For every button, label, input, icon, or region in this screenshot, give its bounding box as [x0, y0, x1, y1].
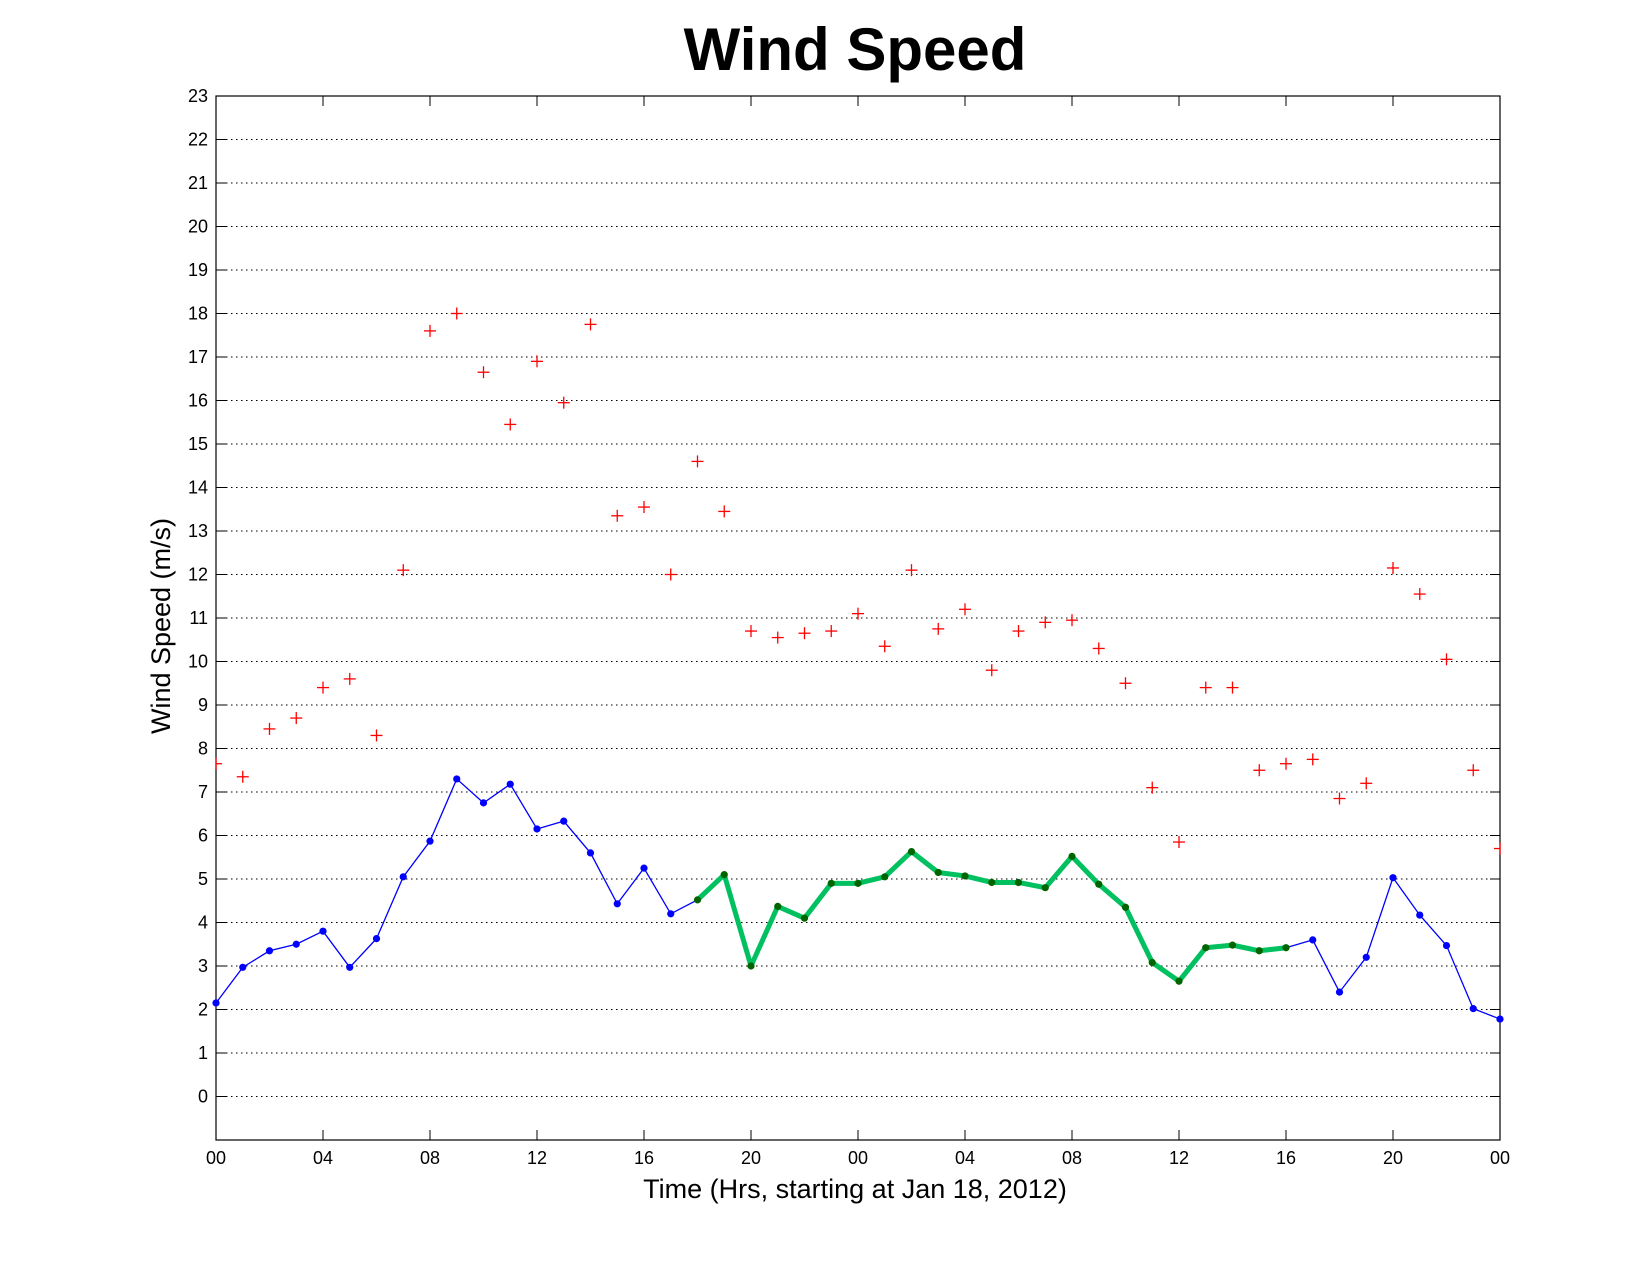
data-point-highlight: [988, 878, 996, 887]
data-point-highlight: [1014, 878, 1023, 887]
y-tick-label: 19: [188, 260, 208, 280]
data-point: [212, 999, 220, 1007]
y-tick-label: 5: [198, 869, 208, 889]
data-point: [1389, 874, 1397, 882]
data-point-highlight: [1282, 944, 1290, 952]
data-point: [613, 900, 621, 908]
y-tick-label: 7: [198, 782, 208, 802]
data-point: [292, 940, 300, 948]
x-tick-label: 20: [1383, 1148, 1403, 1168]
data-point: [265, 947, 274, 955]
data-point-highlight: [774, 902, 782, 911]
data-point: [479, 799, 488, 807]
data-point: [640, 864, 648, 872]
data-point-highlight: [881, 873, 889, 881]
data-point-highlight: [1148, 958, 1156, 967]
y-tick-label: 9: [198, 695, 208, 715]
x-axis-label: Time (Hrs, starting at Jan 18, 2012): [643, 1174, 1067, 1204]
y-axis-label: Wind Speed (m/s): [146, 518, 176, 734]
y-tick-label: 4: [198, 913, 208, 933]
data-point: [1335, 988, 1344, 996]
data-point: [346, 963, 354, 971]
y-tick-label: 2: [198, 1000, 208, 1020]
data-point: [667, 910, 675, 918]
y-tick-label: 1: [198, 1043, 208, 1063]
data-point-highlight: [961, 872, 969, 880]
y-tick-label: 8: [198, 739, 208, 759]
data-point-highlight: [747, 962, 755, 970]
data-point: [1309, 936, 1317, 944]
x-tick-label: 12: [1169, 1148, 1189, 1168]
data-point: [506, 780, 514, 788]
data-point: [533, 825, 541, 833]
data-point: [1416, 911, 1424, 919]
data-point-highlight: [1068, 852, 1076, 860]
data-point-highlight: [1041, 884, 1049, 892]
data-point-highlight: [854, 879, 862, 887]
data-point: [319, 927, 327, 935]
data-point-highlight: [693, 896, 702, 904]
y-tick-label: 15: [188, 434, 208, 454]
data-point: [586, 849, 595, 857]
chart-title: Wind Speed: [684, 16, 1027, 83]
x-tick-label: 04: [955, 1148, 975, 1168]
x-tick-label: 16: [634, 1148, 654, 1168]
data-point: [372, 934, 381, 943]
x-tick-label: 08: [1062, 1148, 1082, 1168]
data-point-highlight: [934, 868, 942, 877]
x-tick-label: 12: [527, 1148, 547, 1168]
x-tick-label: 00: [848, 1148, 868, 1168]
y-tick-label: 18: [188, 304, 208, 324]
data-point-highlight: [827, 879, 835, 887]
y-tick-label: 12: [188, 565, 208, 585]
x-tick-label: 20: [741, 1148, 761, 1168]
plot-area: 0123456789101112131415161718192021222300…: [188, 86, 1510, 1168]
data-point: [399, 873, 407, 881]
data-point-highlight: [720, 871, 728, 879]
y-tick-label: 20: [188, 217, 208, 237]
data-point: [453, 775, 461, 783]
data-point-highlight: [1228, 941, 1237, 949]
x-tick-label: 16: [1276, 1148, 1296, 1168]
data-point: [1496, 1015, 1504, 1023]
data-point-highlight: [907, 847, 916, 856]
y-tick-label: 6: [198, 826, 208, 846]
data-point-highlight: [1175, 977, 1183, 985]
data-point-highlight: [1095, 880, 1103, 888]
y-tick-label: 17: [188, 347, 208, 367]
data-point: [239, 963, 247, 971]
x-tick-label: 00: [206, 1148, 226, 1168]
data-point: [1469, 1005, 1477, 1013]
y-tick-label: 0: [198, 1087, 208, 1107]
data-point-highlight: [1202, 944, 1210, 952]
y-tick-label: 16: [188, 391, 208, 411]
y-tick-label: 13: [188, 521, 208, 541]
y-tick-label: 23: [188, 86, 208, 106]
data-point-highlight: [1121, 903, 1130, 911]
y-tick-label: 14: [188, 478, 208, 498]
y-tick-label: 21: [188, 173, 208, 193]
x-tick-label: 00: [1490, 1148, 1510, 1168]
data-point: [1362, 953, 1370, 961]
plot-frame: [215, 95, 1501, 1141]
data-point: [1442, 941, 1451, 950]
y-tick-label: 10: [188, 652, 208, 672]
data-point-highlight: [1255, 947, 1263, 955]
x-tick-label: 08: [420, 1148, 440, 1168]
y-tick-label: 22: [188, 130, 208, 150]
data-point-highlight: [800, 914, 809, 922]
y-tick-label: 11: [189, 608, 208, 628]
data-point: [426, 837, 434, 845]
y-tick-label: 3: [198, 956, 208, 976]
x-tick-label: 04: [313, 1148, 333, 1168]
data-point: [560, 817, 568, 825]
